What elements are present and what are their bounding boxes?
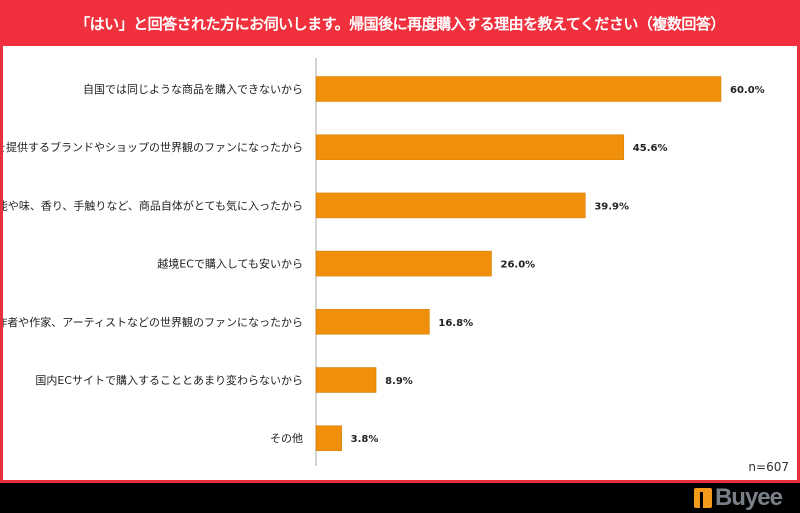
bar — [315, 192, 586, 219]
chart-panel: 自国では同じような商品を購入できないから 60.0% 商品を提供するブランドやショッ… — [0, 46, 800, 483]
sample-size-note: n=607 — [748, 460, 789, 474]
bar — [315, 425, 342, 451]
value-label: 60.0% — [730, 85, 765, 96]
bar — [315, 76, 722, 102]
bar — [315, 367, 377, 393]
category-label: 効能や味、香り、手触りなど、商品自体がとても気に入ったから — [3, 198, 303, 212]
value-label: 45.6% — [633, 143, 668, 154]
bar — [315, 134, 625, 160]
category-label: 自国では同じような商品を購入できないから — [83, 82, 303, 96]
value-label: 8.9% — [385, 376, 413, 387]
category-label: 国内ECサイトで購入することとあまり変わらないから — [35, 373, 303, 387]
category-label: その他 — [270, 432, 303, 445]
category-label: 商品を提供するブランドやショップの世界観のファンになったから — [3, 140, 303, 154]
bar — [315, 309, 430, 335]
value-label: 39.9% — [594, 201, 629, 212]
buyee-logo: Buyee — [693, 484, 783, 511]
value-label: 16.8% — [438, 318, 473, 329]
buyee-logo-text: Buyee — [714, 484, 783, 511]
bar — [315, 250, 492, 277]
bar-chart: 自国では同じような商品を購入できないから 60.0% 商品を提供するブランドやショッ… — [3, 58, 765, 466]
category-label: 作者や作家、アーティストなどの世界観のファンになったから — [3, 315, 303, 329]
value-label: 26.0% — [501, 260, 536, 271]
chart-title: 「はい」と回答された方にお伺いします。帰国後に再度購入する理由を教えてください（… — [0, 0, 800, 46]
category-label: 越境ECで購入しても安いから — [157, 257, 303, 271]
value-label: 3.8% — [351, 434, 379, 445]
buyee-logo-icon — [693, 488, 712, 508]
